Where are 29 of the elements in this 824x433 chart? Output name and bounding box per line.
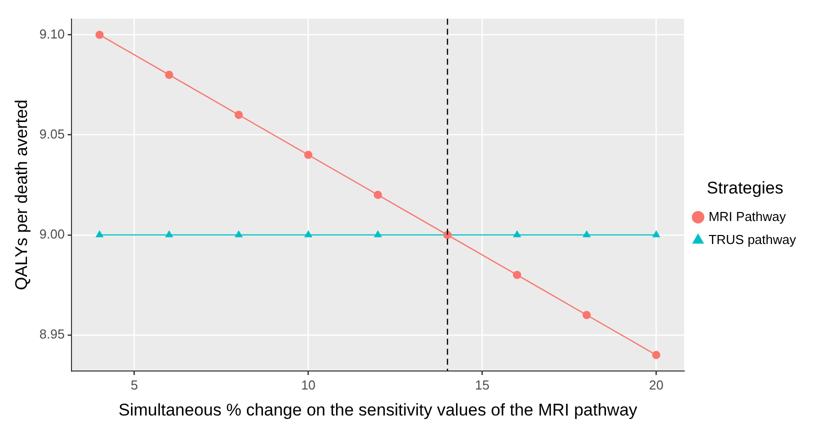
point [374,190,382,199]
point [165,70,174,79]
point [95,30,104,39]
point [582,310,591,320]
point [234,110,243,119]
point [374,230,382,238]
point [513,230,521,238]
point [235,230,242,238]
point [96,230,104,238]
point [512,270,522,280]
y-tick-label: 9.05 [39,126,65,142]
y-tick-label: 9.10 [39,26,65,42]
x-axis-title: Simultaneous % change on the sensitivity values of the MRI pathway [118,400,638,420]
point [165,230,173,238]
legend-title: Strategies [706,178,784,198]
x-tick-label: 10 [301,377,316,392]
y-tick-label: 8.95 [39,326,65,342]
point [304,230,312,238]
point [304,150,312,159]
x-tick-label: 20 [649,377,664,392]
point [652,350,660,360]
legend-label: MRI Pathway [708,208,786,224]
legend-label: TRUS pathway [708,232,796,247]
x-tick-label: 15 [475,377,490,392]
x-tick-label: 5 [130,377,138,392]
point [652,230,660,238]
y-tick-label: 9.00 [39,226,65,242]
point [583,230,590,238]
y-axis-title: QALYs per death averted [12,100,31,290]
